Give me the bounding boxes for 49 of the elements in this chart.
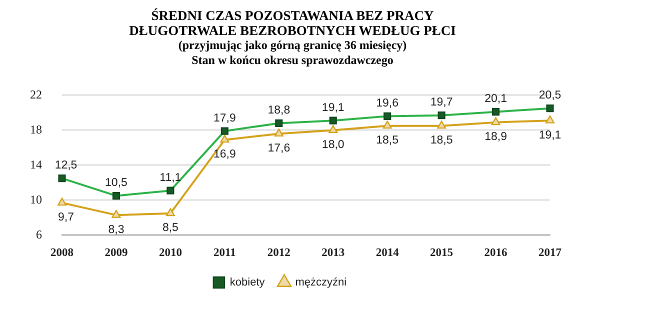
data-label: 8,3 [108, 224, 124, 236]
x-tick-label: 2010 [158, 247, 182, 260]
x-tick-label: 2009 [104, 247, 128, 260]
data-label: 18,5 [376, 134, 399, 147]
y-tick-label: 6 [36, 227, 42, 242]
data-label: 19,7 [430, 96, 453, 109]
x-tick-label: 2013 [322, 247, 345, 260]
point [166, 208, 175, 216]
point [112, 210, 121, 218]
data-label: 8,5 [162, 222, 178, 234]
data-label: 17,9 [213, 112, 236, 124]
point [437, 120, 446, 129]
data-label: 19,1 [538, 129, 562, 142]
y-tick-label: 18 [30, 122, 42, 136]
x-tick-label: 2015 [430, 247, 454, 260]
x-tick-label: 2017 [538, 247, 562, 260]
y-tick-label: 14 [30, 157, 42, 172]
legend-label: kobiety [230, 276, 266, 289]
x-tick-label: 2008 [50, 247, 74, 260]
data-label: 16,9 [213, 148, 236, 161]
y-tick-label: 10 [30, 192, 42, 206]
data-label: 9,7 [58, 212, 74, 224]
data-label: 18,0 [322, 139, 344, 152]
legend-label: mężczyźni [295, 276, 347, 289]
x-tick-label: 2014 [376, 247, 400, 260]
point [328, 125, 338, 134]
data-label: 18,5 [430, 134, 453, 147]
data-label: 17,6 [268, 142, 290, 155]
point [220, 134, 230, 143]
point [58, 198, 66, 206]
x-tick-label: 2016 [484, 247, 508, 260]
x-tick-label: 2011 [213, 247, 236, 260]
x-tick-label: 2012 [267, 247, 291, 260]
data-label: 20,5 [538, 90, 562, 102]
data-label: 11,1 [160, 172, 182, 184]
point [546, 115, 554, 124]
y-tick-label: 22 [30, 87, 42, 102]
data-label: 20,1 [484, 93, 507, 106]
data-label: 10,5 [105, 177, 128, 190]
point [491, 117, 500, 126]
data-label: 18,8 [268, 104, 290, 117]
data-label: 19,1 [322, 102, 344, 114]
data-label: 19,6 [376, 98, 399, 110]
point [274, 128, 284, 137]
chart-subtitle: (przyjmując jako górną granicę 36 miesięcy) Stan w końcu okresu sprawozdawczego [177, 38, 408, 68]
data-label: 12,5 [54, 160, 78, 172]
chart-title: ŚREDNI CZAS POZOSTAWANIA BEZ PRACY DŁUGOTRWALE BEZROBOTNYCH WEDŁUG PŁCI [128, 7, 457, 38]
data-label: 18,9 [484, 131, 507, 144]
point [382, 120, 392, 129]
